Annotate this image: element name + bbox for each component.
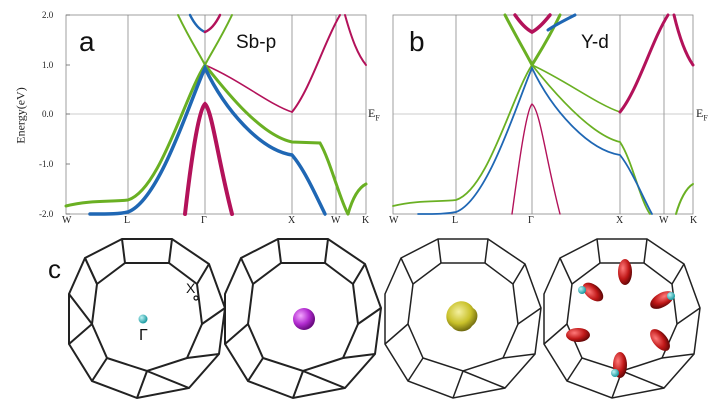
gamma-pocket — [138, 314, 148, 324]
ytick-label: 0.0 — [42, 109, 54, 119]
kpoint-label: X — [288, 215, 296, 226]
brillouin-zone-1 — [68, 238, 227, 400]
brillouin-zone-2 — [224, 238, 383, 400]
x-point-marker — [193, 295, 199, 301]
x-point-pockets — [566, 259, 675, 378]
kpoint-label: W — [389, 215, 399, 226]
kpoint-label: W — [659, 215, 669, 226]
gamma-label: Γ — [139, 327, 148, 344]
panel-label-c: c — [48, 254, 61, 284]
kpoint-label: L — [452, 215, 459, 226]
kpoint-label: K — [690, 215, 698, 226]
purple-pocket — [293, 308, 315, 330]
brillouin-zone-3 — [384, 238, 542, 399]
ytick-label: -1.0 — [39, 159, 54, 169]
kpoint-label: L — [124, 215, 131, 226]
brillouin-zone-4 — [543, 238, 701, 399]
kpoint-label: Γ — [201, 215, 207, 226]
panel-label-b: b — [409, 26, 425, 57]
panel-label-a: a — [79, 26, 95, 57]
kpoint-label: Γ — [528, 215, 534, 226]
ytick-label: 1.0 — [42, 60, 54, 70]
projection-label-b: Y-d — [581, 32, 609, 53]
fermi-label: EF — [368, 106, 380, 123]
kpoint-label: W — [62, 215, 72, 226]
kpoint-label: K — [362, 215, 370, 226]
kpoint-label: X — [616, 215, 624, 226]
kpoint-label: W — [331, 215, 341, 226]
ytick-label: 2.0 — [42, 10, 54, 20]
x-point-label: X — [186, 280, 196, 296]
ytick-label: -2.0 — [39, 209, 54, 219]
yellow-pocket — [446, 301, 478, 332]
fermi-label: EF — [696, 106, 708, 123]
projection-label-a: Sb-p — [236, 32, 277, 53]
